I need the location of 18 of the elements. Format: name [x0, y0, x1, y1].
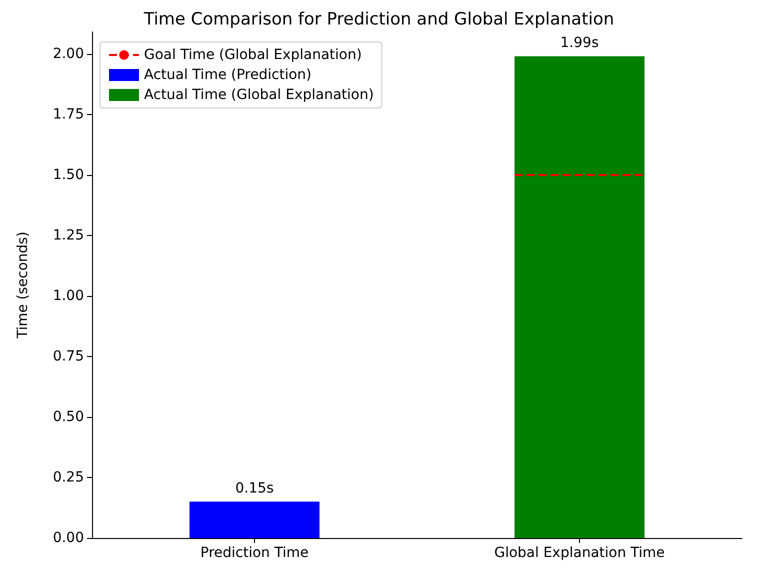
y-tick-label: 1.50 — [52, 166, 84, 183]
data-label: 0.15s — [235, 480, 274, 497]
y-tick-label: 0.75 — [52, 348, 84, 364]
chart-title: Time Comparison for Prediction and Global Explanation — [142, 10, 614, 30]
x-tick-label: Global Explanation Time — [494, 545, 665, 561]
legend-label: Goal Time (Global Explanation) — [144, 47, 362, 63]
data-label: 1.99s — [560, 35, 599, 52]
y-tick-label: 1.00 — [52, 288, 84, 304]
legend-label: Actual Time (Global Explanation) — [144, 87, 374, 103]
y-tick-label: 0.50 — [52, 408, 84, 425]
legend-label: Actual Time (Prediction) — [144, 67, 312, 83]
x-tick-label: Prediction Time — [200, 545, 309, 561]
y-tick-label: 1.25 — [52, 227, 84, 244]
y-tick-label: 0.00 — [52, 530, 84, 546]
y-tick-label: 1.75 — [52, 106, 84, 122]
y-axis-title: Time (seconds) — [15, 232, 31, 340]
y-tick-label: 2.00 — [52, 46, 84, 62]
y-tick-label: 0.25 — [52, 469, 84, 486]
